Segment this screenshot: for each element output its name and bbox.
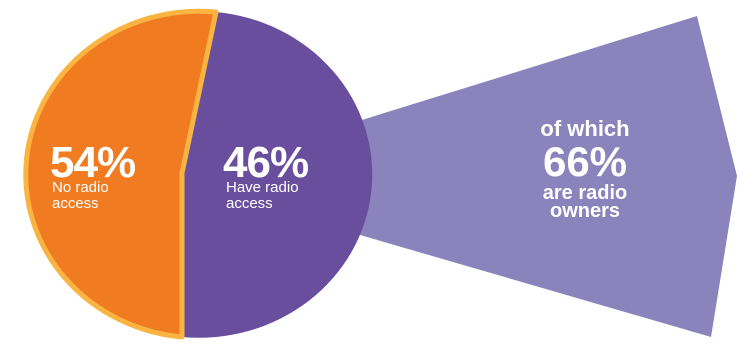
have-access-slice (182, 12, 373, 338)
owners-label-block: of which 66% are radio owners (495, 116, 675, 222)
have-access-label-line1: Have radio (226, 179, 299, 196)
no-access-label-line2: access (52, 195, 99, 212)
owners-wedge (336, 16, 737, 337)
have-access-label-line2: access (226, 195, 273, 212)
no-access-percent: 54% (50, 138, 136, 187)
have-access-percent: 46% (223, 138, 309, 187)
owners-percent: 66% (542, 138, 628, 185)
no-access-label-line1: No radio (52, 179, 109, 196)
of-which-label: of which (540, 116, 630, 141)
no-access-slice (25, 11, 217, 338)
no-access-slice-border (23, 8, 219, 340)
owners-label-line1: are radio (542, 182, 628, 204)
owners-label-line2: owners (549, 200, 621, 222)
